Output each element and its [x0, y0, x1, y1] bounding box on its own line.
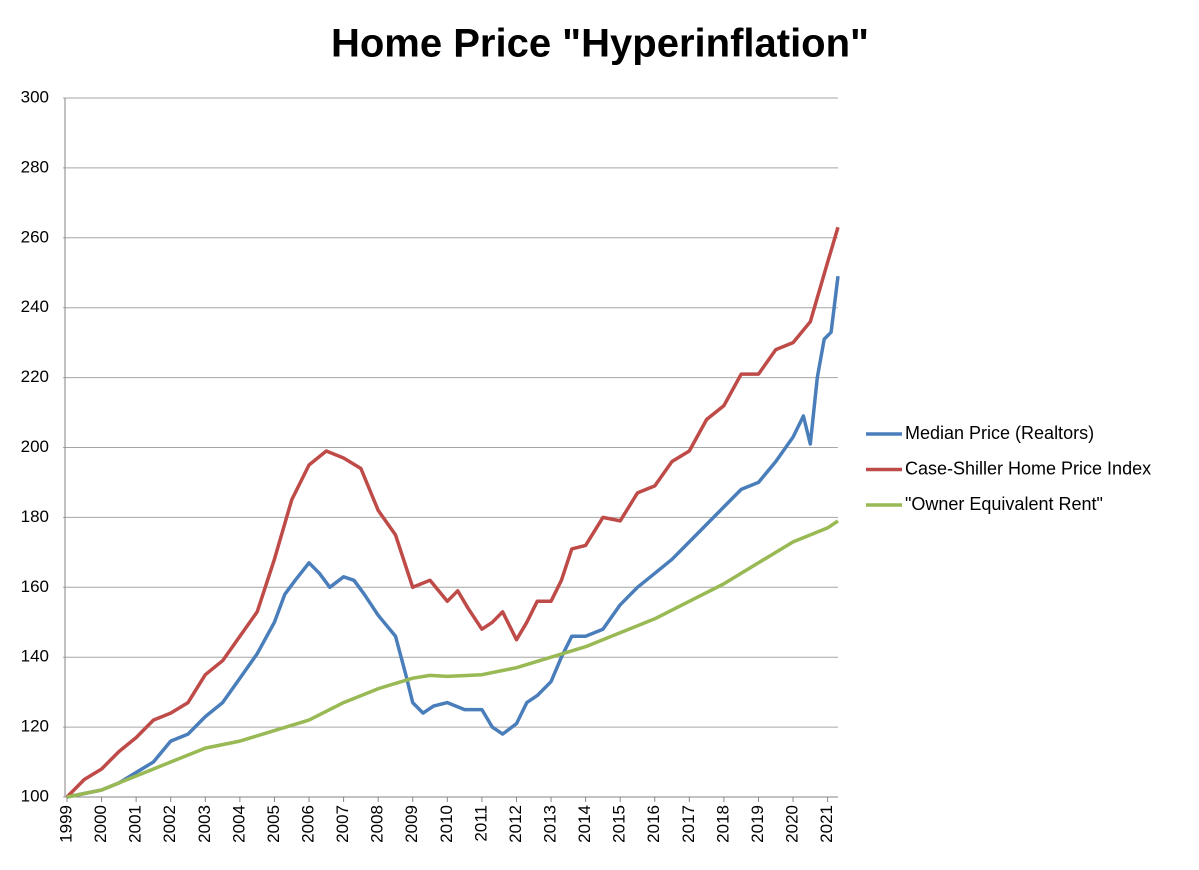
x-tick-label: 2004: [229, 805, 248, 843]
x-tick-label: 2017: [679, 805, 698, 843]
x-tick-label: 2009: [402, 805, 421, 843]
x-tick-label: 2010: [437, 805, 456, 843]
legend-label: Median Price (Realtors): [905, 423, 1094, 443]
x-tick-label: 2012: [506, 805, 525, 843]
y-tick-label: 300: [21, 87, 49, 106]
chart-title: Home Price "Hyperinflation": [331, 22, 869, 66]
y-tick-label: 180: [21, 507, 49, 526]
x-tick-label: 2006: [299, 805, 318, 843]
x-tick-label: 2020: [783, 805, 802, 843]
y-tick-label: 220: [21, 367, 49, 386]
x-tick-label: 2021: [817, 805, 836, 843]
x-tick-label: 2002: [160, 805, 179, 843]
x-tick-label: 2003: [195, 805, 214, 843]
legend-label: Case-Shiller Home Price Index: [905, 458, 1151, 478]
y-tick-label: 240: [21, 297, 49, 316]
series-line: [65, 226, 840, 799]
x-tick-label: 2008: [368, 805, 387, 843]
y-tick-label: 140: [21, 647, 49, 666]
x-tick-label: 2018: [713, 805, 732, 843]
x-tick-label: 2014: [575, 805, 594, 843]
y-tick-label: 280: [21, 157, 49, 176]
x-tick-label: 2005: [264, 805, 283, 843]
x-tick-label: 2016: [644, 805, 663, 843]
x-tick-label: 2019: [748, 805, 767, 843]
y-tick-label: 160: [21, 577, 49, 596]
x-tick-label: 2013: [541, 805, 560, 843]
y-tick-label: 260: [21, 227, 49, 246]
x-tick-label: 2007: [333, 805, 352, 843]
y-tick-label: 100: [21, 786, 49, 805]
x-tick-label: 1999: [56, 805, 75, 843]
x-tick-label: 2015: [610, 805, 629, 843]
legend-label: "Owner Equivalent Rent": [905, 494, 1103, 514]
x-tick-label: 2000: [91, 805, 110, 843]
series-line: [66, 519, 839, 799]
x-tick-label: 2001: [126, 805, 145, 843]
series-line: [66, 275, 840, 799]
y-tick-label: 200: [21, 437, 49, 456]
x-tick-label: 2011: [471, 805, 490, 842]
y-tick-label: 120: [21, 717, 49, 736]
